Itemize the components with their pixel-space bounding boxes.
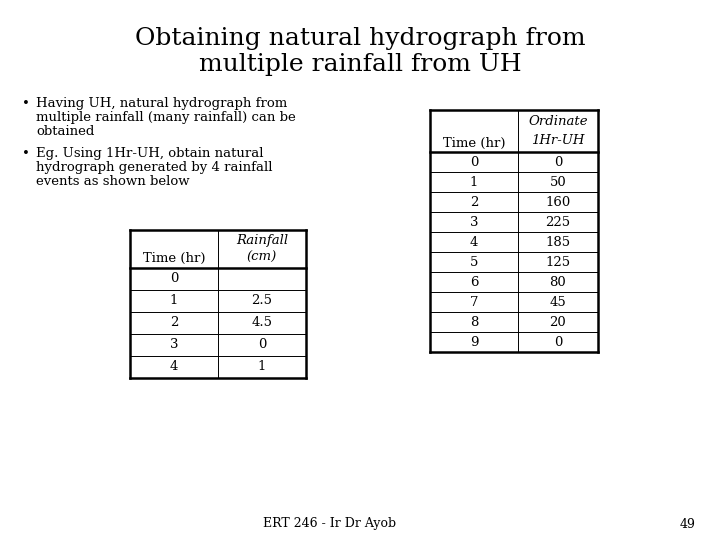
Text: hydrograph generated by 4 rainfall: hydrograph generated by 4 rainfall <box>36 161 272 174</box>
Text: 20: 20 <box>549 315 567 328</box>
Text: 4: 4 <box>470 235 478 248</box>
Text: 0: 0 <box>554 335 562 348</box>
Text: 125: 125 <box>546 255 570 268</box>
Text: 0: 0 <box>470 156 478 168</box>
Text: 160: 160 <box>545 195 571 208</box>
Text: 5: 5 <box>470 255 478 268</box>
Text: 45: 45 <box>549 295 567 308</box>
Text: 3: 3 <box>469 215 478 228</box>
Text: 3: 3 <box>170 339 179 352</box>
Text: 0: 0 <box>170 273 178 286</box>
Text: 0: 0 <box>554 156 562 168</box>
Text: 8: 8 <box>470 315 478 328</box>
Text: multiple rainfall from UH: multiple rainfall from UH <box>199 52 521 76</box>
Text: 2: 2 <box>470 195 478 208</box>
Text: 4: 4 <box>170 361 178 374</box>
Text: Ordinate: Ordinate <box>528 115 588 129</box>
Text: 9: 9 <box>469 335 478 348</box>
Text: 185: 185 <box>546 235 570 248</box>
Text: obtained: obtained <box>36 125 94 138</box>
Text: ERT 246 - Ir Dr Ayob: ERT 246 - Ir Dr Ayob <box>264 517 397 530</box>
Text: 1: 1 <box>170 294 178 307</box>
Text: Time (hr): Time (hr) <box>443 137 505 150</box>
Text: 2.5: 2.5 <box>251 294 272 307</box>
Text: (cm): (cm) <box>247 251 277 264</box>
Text: 2: 2 <box>170 316 178 329</box>
Text: 1: 1 <box>258 361 266 374</box>
Text: 6: 6 <box>469 275 478 288</box>
Text: 7: 7 <box>469 295 478 308</box>
Text: Eg. Using 1Hr-UH, obtain natural: Eg. Using 1Hr-UH, obtain natural <box>36 147 264 160</box>
Text: events as shown below: events as shown below <box>36 175 189 188</box>
Text: 1: 1 <box>470 176 478 188</box>
Text: Obtaining natural hydrograph from: Obtaining natural hydrograph from <box>135 26 585 50</box>
Text: 1Hr-UH: 1Hr-UH <box>531 134 585 147</box>
Text: 80: 80 <box>549 275 567 288</box>
Text: •: • <box>22 97 30 110</box>
Text: Time (hr): Time (hr) <box>143 252 205 265</box>
Text: 4.5: 4.5 <box>251 316 272 329</box>
Text: 0: 0 <box>258 339 266 352</box>
Text: 225: 225 <box>546 215 570 228</box>
Text: 49: 49 <box>679 517 695 530</box>
Text: Rainfall: Rainfall <box>236 234 288 247</box>
Text: Having UH, natural hydrograph from: Having UH, natural hydrograph from <box>36 97 287 110</box>
Text: 50: 50 <box>549 176 567 188</box>
Text: •: • <box>22 147 30 160</box>
Text: multiple rainfall (many rainfall) can be: multiple rainfall (many rainfall) can be <box>36 111 296 124</box>
